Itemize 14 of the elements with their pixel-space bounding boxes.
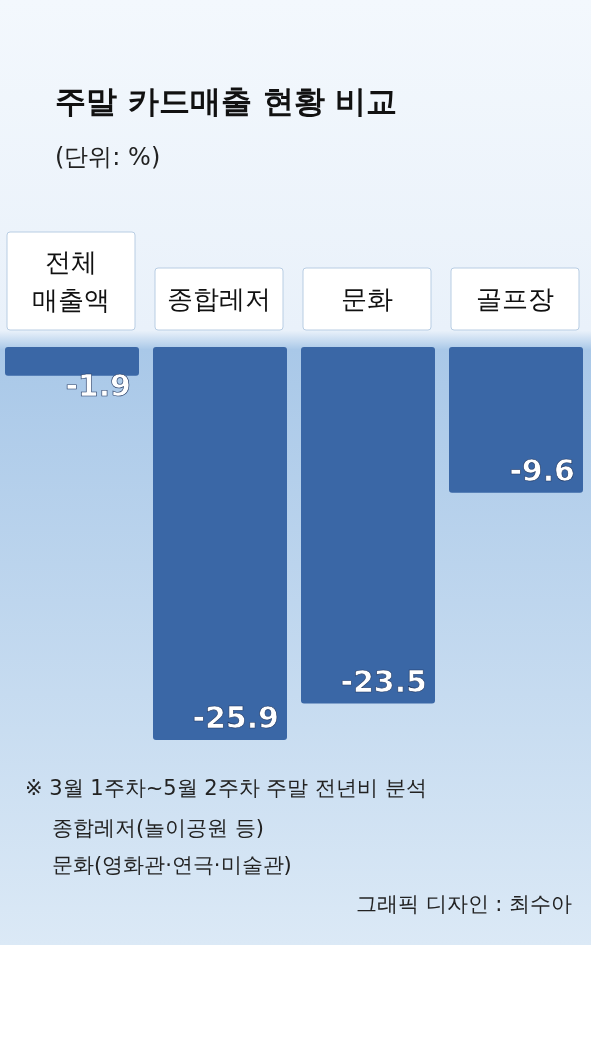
data-label: -23.5 [340,663,427,699]
data-label: -1.9 [65,367,131,403]
x-tick-label: 문화 [341,284,393,314]
x-tick-label: 전체 매출액 [32,247,110,315]
x-tick-label: 골프장 [476,284,554,314]
text: ※ 3월 1주차~5월 2주차 주말 전년비 분석 [25,776,427,800]
chart-title: 주말 카드매출 현황 비교 [55,83,398,119]
text: 종합레저(놀이공원 등) [52,816,265,840]
chart-subtitle: (단위: %) [55,143,161,171]
data-label: -9.6 [509,452,575,488]
text: 그래픽 디자인 : 최수아 [355,892,572,916]
x-tick-label: 종합레저 [167,284,271,314]
data-label: -25.9 [192,700,279,735]
text: 문화(영화관·연극·미술관) [52,853,292,877]
